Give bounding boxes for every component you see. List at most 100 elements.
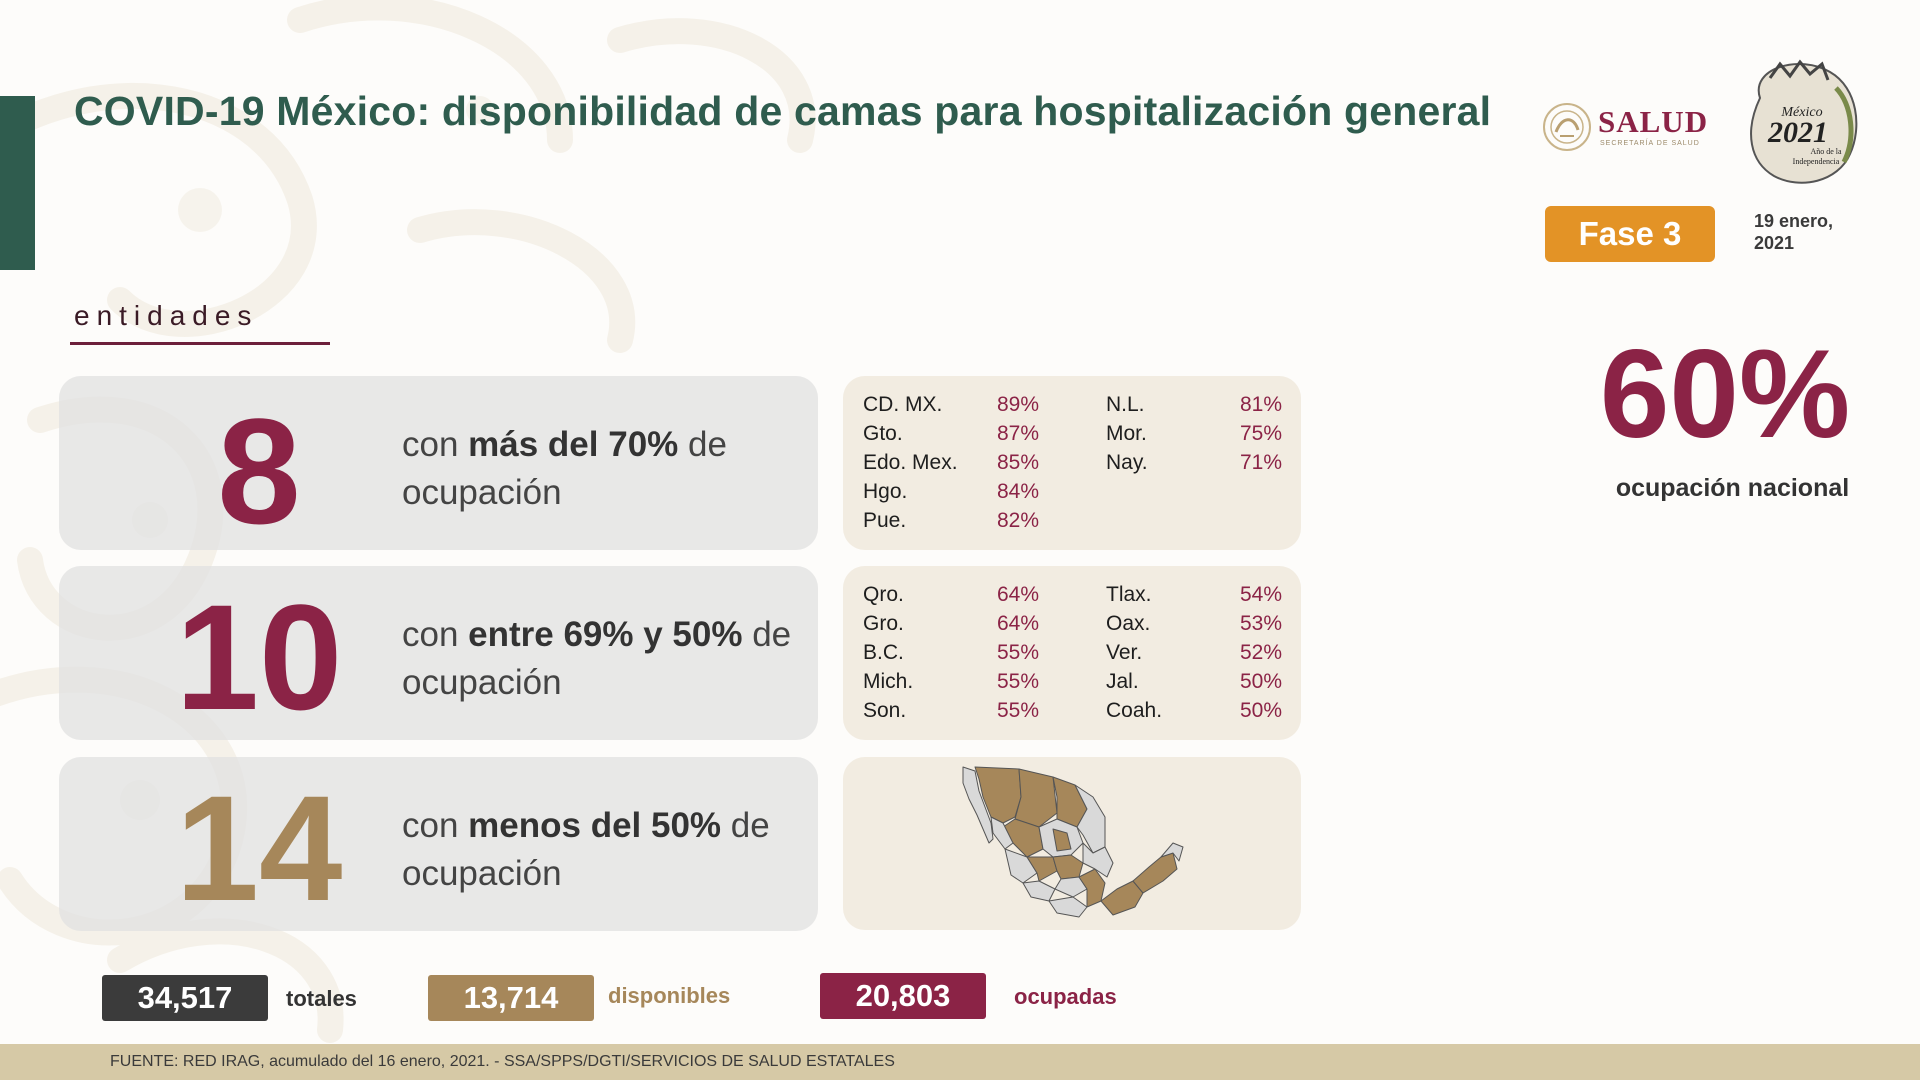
state-name: Edo. Mex. xyxy=(863,451,958,474)
state-name: Qro. xyxy=(863,583,904,606)
available-beds-value: 13,714 xyxy=(428,975,594,1021)
group-text-mid: de xyxy=(721,806,770,845)
total-beds-label: totales xyxy=(286,986,357,1011)
state-name: Gto. xyxy=(863,422,903,445)
state-column-1: Qro. 64% Gro. 64% B.C. 55% Mich. 55% Son. 55% xyxy=(863,580,1039,725)
state-percent: 81% xyxy=(1239,393,1282,416)
state-percent: 54% xyxy=(1239,583,1282,606)
logo-2021-line1: México xyxy=(1780,105,1822,120)
salud-logo: SALUD SECRETARÍA DE SALUD xyxy=(1542,100,1712,156)
state-percent: 82% xyxy=(996,509,1039,532)
state-row: Mor. 75% xyxy=(1106,419,1282,448)
group-card-high: 8 con más del 70% de ocupación xyxy=(59,376,818,550)
group-text-line2: ocupación xyxy=(402,854,562,893)
report-date: 19 enero, 2021 xyxy=(1754,210,1874,254)
state-name: Mich. xyxy=(863,670,914,693)
group-description-low: con menos del 50% de ocupación xyxy=(402,802,842,898)
state-name: Tlax. xyxy=(1106,583,1152,606)
group-text-bold: menos del 50% xyxy=(468,806,722,845)
state-percent: 55% xyxy=(996,670,1039,693)
group-description-high: con más del 70% de ocupación xyxy=(402,421,842,517)
state-percent: 75% xyxy=(1239,422,1282,445)
available-beds-label: disponibles xyxy=(608,983,731,1008)
state-row: Qro. 64% xyxy=(863,580,1039,609)
group-count-high: 8 xyxy=(217,387,301,555)
occupied-beds-value: 20,803 xyxy=(820,973,986,1019)
state-percent: 71% xyxy=(1239,451,1282,474)
state-name: Hgo. xyxy=(863,480,908,503)
state-percent: 52% xyxy=(1239,641,1282,664)
group-text-bold: entre 69% y 50% xyxy=(468,615,743,654)
group-text-line2: ocupación xyxy=(402,473,562,512)
page-title: COVID-19 México: disponibilidad de camas… xyxy=(74,88,1492,134)
state-name: Coah. xyxy=(1106,699,1163,722)
state-percent: 87% xyxy=(996,422,1039,445)
state-percent: 89% xyxy=(996,393,1039,416)
state-percent: 85% xyxy=(996,451,1039,474)
report-date-line1: 19 enero, xyxy=(1754,211,1834,231)
source-note: FUENTE: RED IRAG, acumulado del 16 enero… xyxy=(110,1053,895,1070)
salud-logo-text: SALUD xyxy=(1598,104,1709,139)
state-row: Jal. 50% xyxy=(1106,667,1282,696)
state-percent: 55% xyxy=(996,641,1039,664)
salud-emblem-icon xyxy=(1543,103,1591,151)
state-name: Pue. xyxy=(863,509,907,532)
group-text-mid: de xyxy=(678,425,727,464)
state-row: Ver. 52% xyxy=(1106,638,1282,667)
state-column-2: Tlax. 54% Oax. 53% Ver. 52% Jal. 50% Coah. 50… xyxy=(1106,580,1282,725)
section-underline xyxy=(70,342,330,345)
group-count-low: 14 xyxy=(175,764,343,932)
group-description-mid: con entre 69% y 50% de ocupación xyxy=(402,611,842,707)
state-row: B.C. 55% xyxy=(863,638,1039,667)
footer-bar: FUENTE: RED IRAG, acumulado del 16 enero… xyxy=(0,1044,1920,1080)
state-name: B.C. xyxy=(863,641,904,664)
group-text-bold: más del 70% xyxy=(468,425,679,464)
state-row: Hgo. 84% xyxy=(863,477,1039,506)
group-text-pre: con xyxy=(402,806,469,845)
occupied-beds-label: ocupadas xyxy=(1014,984,1117,1009)
state-row: Nay. 71% xyxy=(1106,448,1282,477)
state-column-2: N.L. 81% Mor. 75% Nay. 71% xyxy=(1106,390,1282,477)
state-name: Son. xyxy=(863,699,907,722)
group-card-low: 14 con menos del 50% de ocupación xyxy=(59,757,818,931)
phase-badge: Fase 3 xyxy=(1545,206,1715,262)
state-row: Tlax. 54% xyxy=(1106,580,1282,609)
state-name: Nay. xyxy=(1106,451,1148,474)
national-occupancy-value: 60% xyxy=(1599,325,1851,464)
state-row: Edo. Mex. 85% xyxy=(863,448,1039,477)
state-percent: 64% xyxy=(996,583,1039,606)
state-row: Mich. 55% xyxy=(863,667,1039,696)
national-occupancy-label: ocupación nacional xyxy=(1615,474,1850,502)
state-name: Jal. xyxy=(1106,670,1139,693)
state-row: Pue. 82% xyxy=(863,506,1039,535)
state-row: Gro. 64% xyxy=(863,609,1039,638)
state-row: Gto. 87% xyxy=(863,419,1039,448)
state-column-1: CD. MX. 89% Gto. 87% Edo. Mex. 85% Hgo. 84% … xyxy=(863,390,1039,535)
group-count-mid: 10 xyxy=(175,573,343,741)
state-row: CD. MX. 89% xyxy=(863,390,1039,419)
logo-2021-line2: Año de la xyxy=(1810,147,1842,156)
group-text-line2: ocupación xyxy=(402,663,562,702)
state-list-mid: Qro. 64% Gro. 64% B.C. 55% Mich. 55% Son. 55%… xyxy=(843,566,1301,740)
mexico-2021-logo: México 2021 Año de la Independencia xyxy=(1750,59,1858,184)
group-text-pre: con xyxy=(402,425,469,464)
total-beds-value: 34,517 xyxy=(102,975,268,1021)
state-list-high: CD. MX. 89% Gto. 87% Edo. Mex. 85% Hgo. 84% … xyxy=(843,376,1301,550)
state-percent: 84% xyxy=(996,480,1039,503)
salud-logo-subtext: SECRETARÍA DE SALUD xyxy=(1600,140,1700,147)
state-row: Coah. 50% xyxy=(1106,696,1282,725)
state-name: CD. MX. xyxy=(863,393,943,416)
logo-2021-year: 2021 xyxy=(1767,116,1828,149)
state-row: N.L. 81% xyxy=(1106,390,1282,419)
state-row: Oax. 53% xyxy=(1106,609,1282,638)
state-name: Mor. xyxy=(1106,422,1147,445)
state-percent: 50% xyxy=(1239,699,1282,722)
section-label: entidades xyxy=(74,300,259,331)
mexico-map xyxy=(962,766,1184,918)
state-name: Ver. xyxy=(1106,641,1143,664)
state-percent: 55% xyxy=(996,699,1039,722)
title-accent-bar xyxy=(0,96,35,270)
logo-2021-line3: Independencia xyxy=(1793,157,1840,166)
mexico-map-card xyxy=(843,757,1301,930)
